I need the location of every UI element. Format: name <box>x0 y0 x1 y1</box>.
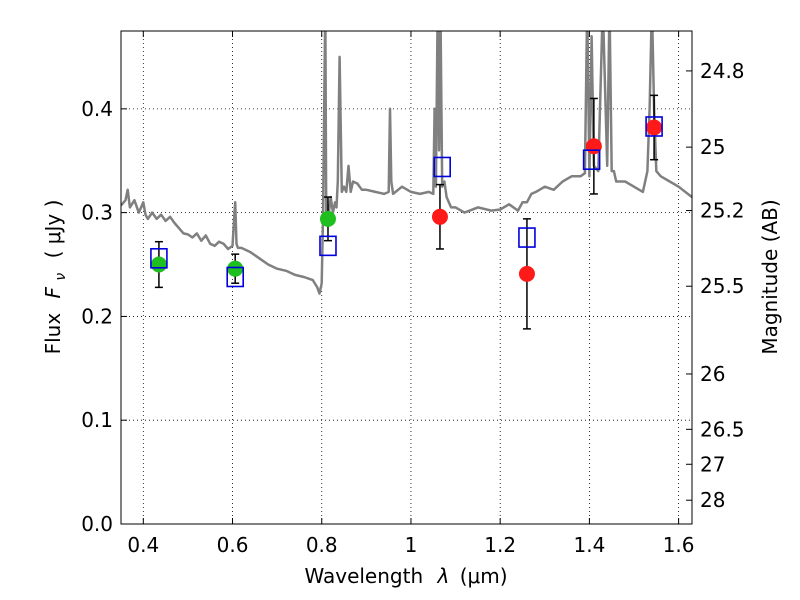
y-tick-label: 0.3 <box>81 201 113 225</box>
x-tick-label: 1.4 <box>573 533 605 557</box>
x-axis-title-symbol: λ <box>437 564 450 588</box>
y-tick-label: 0.1 <box>81 408 113 432</box>
y-axis-title-prefix: Flux <box>41 313 65 355</box>
label-layer: 0.4 0.6 0.8 1 1.2 1.4 1.6 0.0 0.1 0.2 0.3 0.4 24.8 25… <box>81 59 744 557</box>
model-square-marker <box>582 149 601 170</box>
x-axis-title-unit: (μm) <box>460 564 508 588</box>
x-axis-title-prefix: Wavelength <box>304 564 423 588</box>
mag-tick-label: 27 <box>700 452 725 476</box>
x-tick-label: 1.2 <box>484 533 516 557</box>
y-axis-title-unit: ( μJy ) <box>41 200 65 259</box>
mag-tick-label: 24.8 <box>700 59 745 83</box>
spectrum-line <box>121 31 692 295</box>
x-axis-title: Wavelength λ (μm) <box>304 564 507 588</box>
model-square-marker <box>645 116 663 137</box>
x-tick-label: 0.4 <box>127 533 159 557</box>
mag-tick-label: 26 <box>700 362 725 386</box>
data-point-marker <box>319 210 336 227</box>
spectrum-layer <box>121 31 692 295</box>
x-tick-label: 1.6 <box>663 533 695 557</box>
y-tick-label: 0.2 <box>81 304 113 328</box>
y-tick-label: 0.4 <box>81 97 113 121</box>
tick-layer <box>121 31 692 525</box>
y-axis-title-symbol: F <box>41 286 65 298</box>
model-square-marker <box>319 235 337 257</box>
y-tick-label: 0.0 <box>81 512 113 536</box>
data-point-marker <box>518 265 535 282</box>
data-point-marker <box>150 256 167 273</box>
plot-background <box>121 31 692 524</box>
data-point-marker <box>431 208 448 225</box>
model-square-marker <box>518 227 536 248</box>
model-square-marker <box>226 266 244 288</box>
data-point-marker <box>646 119 663 136</box>
data-point-marker <box>227 260 244 277</box>
x-tick-label: 1 <box>405 533 418 557</box>
x-tick-label: 0.8 <box>306 533 338 557</box>
y2-axis-title: Magnitude (AB) <box>758 199 782 354</box>
mag-tick-label: 25.5 <box>700 274 745 298</box>
mag-tick-label: 25 <box>700 135 725 159</box>
y-axis-title-subscript: ν <box>53 273 69 281</box>
mag-tick-label: 25.2 <box>700 199 745 223</box>
x-tick-label: 0.6 <box>217 533 249 557</box>
mag-tick-label: 28 <box>700 488 725 512</box>
marker-layer <box>150 116 663 288</box>
model-square-marker <box>150 247 168 269</box>
plot-frame <box>120 30 693 525</box>
y-axis-title: Flux F ν ( μJy ) <box>41 200 70 355</box>
model-square-marker <box>433 156 451 178</box>
mag-tick-label: 26.5 <box>700 417 745 441</box>
